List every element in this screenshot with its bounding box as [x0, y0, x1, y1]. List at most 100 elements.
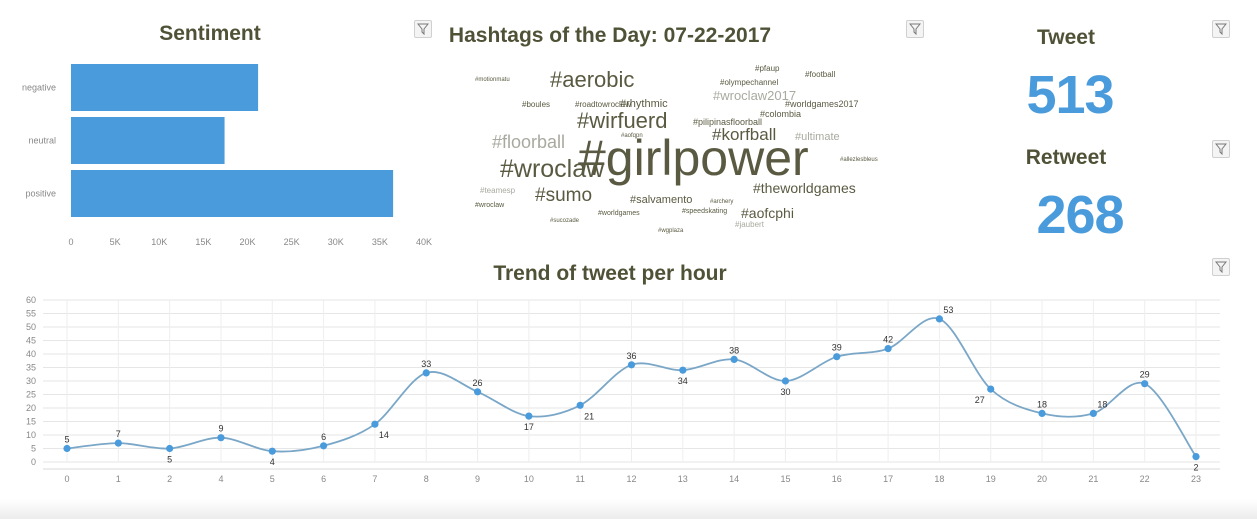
- trend-x-tick: 9: [475, 474, 480, 484]
- hashtag-word: #olympechannel: [720, 78, 778, 87]
- trend-point: [627, 361, 636, 369]
- hashtag-word: #theworldgames: [753, 180, 856, 196]
- hashtag-word: #aofcphi: [741, 205, 794, 221]
- tweet-count: 513: [1026, 65, 1114, 125]
- hashtag-word: #ultimate: [795, 131, 840, 143]
- trend-point: [1141, 380, 1149, 388]
- trend-x-tick: 6: [321, 474, 326, 484]
- hashtag-word: #speedskating: [682, 208, 727, 215]
- trend-y-tick: 40: [26, 349, 36, 359]
- sentiment-x-tick: 10K: [151, 237, 167, 247]
- sentiment-x-tick: 0: [68, 237, 73, 247]
- hashtag-word: #worldgames2017: [785, 99, 859, 109]
- trend-y-tick: 50: [26, 322, 36, 332]
- trend-x-tick: 8: [424, 474, 429, 484]
- trend-point: [935, 315, 944, 323]
- hashtag-word: #salvamento: [630, 194, 692, 206]
- hashtag-word: #sumo: [535, 185, 592, 206]
- filter-icon: [1215, 261, 1227, 273]
- trend-y-tick: 15: [26, 417, 36, 427]
- trend-x-tick: 5: [270, 474, 275, 484]
- trend-data-label: 14: [379, 430, 389, 440]
- hashtag-word: #pilipinasfloorball: [693, 117, 762, 127]
- sentiment-x-tick: 30K: [328, 237, 344, 247]
- trend-data-label: 26: [473, 378, 483, 388]
- trend-y-tick: 30: [26, 376, 36, 386]
- sentiment-bar-positive: [71, 170, 394, 217]
- wordcloud-filter-button[interactable]: [906, 20, 924, 38]
- sentiment-filter-button[interactable]: [414, 20, 432, 38]
- trend-point: [576, 401, 584, 409]
- trend-data-label: 21: [584, 411, 594, 421]
- trend-data-label: 38: [729, 345, 739, 355]
- trend-y-tick: 55: [26, 309, 36, 319]
- trend-y-tick: 60: [26, 295, 36, 305]
- hashtag-word: #wroclaw2017: [713, 88, 796, 103]
- trend-x-tick: 17: [883, 474, 893, 484]
- trend-data-label: 5: [64, 435, 69, 445]
- trend-x-tick: 12: [626, 474, 636, 484]
- trend-x-tick: 23: [1191, 474, 1201, 484]
- hashtag-word: #worldgames: [598, 210, 640, 217]
- trend-y-tick: 45: [26, 336, 36, 346]
- hashtag-word: #allezlesbleus: [840, 157, 878, 163]
- trend-x-tick: 0: [64, 474, 69, 484]
- tweet-filter-button[interactable]: [1212, 20, 1230, 38]
- wordcloud-title: Hashtags of the Day: 07-22-2017: [448, 24, 772, 47]
- sentiment-x-tick: 40K: [416, 237, 432, 247]
- trend-x-tick: 15: [780, 474, 790, 484]
- tweet-label: Tweet: [1037, 26, 1095, 49]
- trend-x-tick: 22: [1140, 474, 1150, 484]
- sentiment-bar-neutral: [71, 117, 225, 164]
- sentiment-category-label: positive: [25, 189, 56, 199]
- sentiment-x-tick: 20K: [239, 237, 255, 247]
- trend-point: [833, 353, 841, 361]
- trend-x-tick: 14: [729, 474, 739, 484]
- hashtag-word: #roadtowroclaw: [575, 100, 631, 109]
- sentiment-title: Sentiment: [159, 22, 261, 45]
- trend-point: [1089, 409, 1097, 417]
- hashtag-word: #football: [805, 70, 835, 79]
- sentiment-category-label: negative: [22, 83, 56, 93]
- sentiment-x-tick: 35K: [372, 237, 388, 247]
- trend-x-tick: 13: [678, 474, 688, 484]
- hashtag-word: #girlpower: [578, 130, 809, 186]
- trend-point: [422, 369, 430, 377]
- trend-x-tick: 4: [218, 474, 223, 484]
- hashtag-word: #colombia: [760, 109, 801, 119]
- filter-icon: [909, 23, 921, 35]
- hashtag-word: #boules: [522, 100, 550, 109]
- retweet-label: Retweet: [1025, 146, 1107, 169]
- trend-point: [1192, 453, 1200, 461]
- trend-point: [217, 434, 225, 442]
- sentiment-bar-negative: [71, 64, 259, 111]
- retweet-filter-button[interactable]: [1212, 140, 1230, 158]
- trend-y-tick: 35: [26, 363, 36, 373]
- trend-data-label: 5: [167, 455, 172, 465]
- trend-x-tick: 2: [167, 474, 172, 484]
- sentiment-x-tick: 25K: [284, 237, 300, 247]
- hashtag-word: #pfaup: [755, 64, 780, 73]
- trend-point: [679, 366, 687, 374]
- trend-data-label: 34: [678, 376, 688, 386]
- trend-point: [268, 447, 276, 455]
- hashtag-word: #sucozade: [550, 218, 580, 224]
- hashtag-word: #wgplaza: [658, 228, 684, 234]
- trend-point: [319, 442, 328, 450]
- trend-data-label: 39: [832, 343, 842, 353]
- trend-data-label: 17: [524, 422, 534, 432]
- retweet-count: 268: [1036, 185, 1124, 245]
- trend-title: Trend of tweet per hour: [493, 262, 727, 285]
- sentiment-category-label: neutral: [28, 136, 56, 146]
- trend-y-tick: 5: [31, 444, 36, 454]
- trend-point: [63, 444, 71, 453]
- trend-filter-button[interactable]: [1212, 258, 1230, 276]
- trend-data-label: 30: [780, 387, 790, 397]
- trend-data-label: 2: [1193, 463, 1198, 473]
- hashtag-word: #teamesp: [480, 186, 516, 195]
- filter-icon: [1215, 23, 1227, 35]
- trend-point: [166, 444, 174, 453]
- sentiment-x-tick: 15K: [195, 237, 211, 247]
- trend-point: [525, 412, 533, 420]
